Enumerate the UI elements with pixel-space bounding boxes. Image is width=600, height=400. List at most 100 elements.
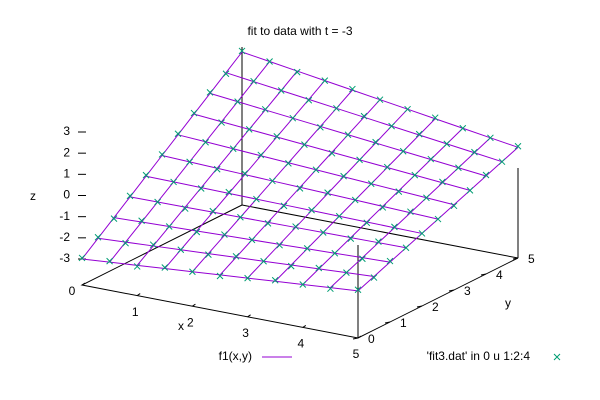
data-point (229, 145, 237, 153)
data-point (312, 166, 320, 174)
data-point (78, 254, 86, 262)
y-tick-label: 2 (432, 300, 439, 314)
data-point (287, 262, 295, 270)
surface-line (81, 51, 243, 260)
data-point (216, 272, 224, 280)
x-tick (247, 314, 251, 318)
data-point (225, 188, 233, 196)
data-point (285, 160, 292, 167)
data-point (244, 274, 251, 282)
chart-title: fit to data with t = -3 (247, 24, 352, 38)
data-point (360, 112, 368, 120)
data-point (319, 229, 327, 236)
z-tick-label: 1 (63, 167, 70, 181)
data-point (427, 155, 435, 163)
data-point (186, 158, 193, 166)
data-point (205, 251, 212, 258)
data-point (434, 215, 442, 223)
data-point (170, 178, 177, 186)
data-point (264, 220, 272, 227)
surface-line (219, 99, 381, 276)
y-tick (512, 257, 519, 260)
z-tick-label: -1 (59, 209, 70, 223)
data-point (237, 213, 244, 221)
data-point (327, 285, 334, 293)
z-tick-label: 2 (63, 145, 70, 159)
x-tick-label: 0 (69, 284, 76, 298)
x-tick-label: 5 (353, 347, 360, 361)
data-point (359, 255, 366, 263)
data-point (158, 151, 166, 158)
data-point (388, 122, 395, 130)
data-point (331, 249, 339, 257)
data-point (423, 194, 430, 202)
surface-line (302, 127, 464, 285)
surface-line (247, 108, 408, 279)
y-tick-label: 3 (464, 284, 471, 298)
x-tick (302, 324, 307, 328)
data-point (280, 202, 288, 210)
data-point (190, 109, 198, 117)
x-tick (136, 293, 141, 297)
data-point (347, 235, 355, 243)
data-point (344, 131, 352, 139)
data-point (234, 98, 241, 106)
data-point (498, 158, 506, 166)
data-point (418, 230, 426, 237)
data-point (354, 286, 362, 294)
data-point (277, 87, 285, 94)
data-point (343, 269, 350, 277)
legend-label: 'fit3.dat' in 0 u 1:2:4 (427, 349, 531, 363)
data-point (379, 204, 387, 211)
data-point (370, 274, 378, 281)
data-point (154, 198, 161, 206)
data-point (443, 140, 451, 148)
data-point (269, 177, 276, 185)
data-point (122, 239, 129, 247)
z-axis-label: z (30, 189, 36, 203)
y-tick-label: 4 (496, 268, 503, 282)
data-point (292, 223, 299, 230)
data-point (439, 178, 446, 186)
z-tick-label: -3 (59, 251, 70, 265)
data-point (238, 47, 246, 55)
data-point (221, 231, 228, 238)
y-tick (384, 321, 391, 324)
surface-line (81, 258, 359, 292)
data-point (209, 207, 217, 215)
back-edge (241, 204, 519, 259)
data-point (351, 196, 359, 204)
data-point (253, 195, 260, 203)
data-point (321, 77, 329, 84)
data-point (189, 268, 196, 276)
data-point (94, 233, 102, 241)
data-point (372, 138, 379, 146)
x-tick-label: 2 (187, 315, 194, 329)
data-point (273, 132, 281, 140)
data-point (260, 257, 267, 265)
data-point (261, 105, 269, 113)
y-tick (416, 305, 423, 308)
x-tick (81, 282, 86, 286)
y-tick (352, 337, 359, 340)
data-point (466, 187, 474, 194)
y-tick (480, 273, 487, 276)
data-point (386, 257, 394, 265)
data-point (241, 170, 249, 177)
data-point (459, 124, 467, 132)
data-point (197, 185, 205, 192)
x-tick-label: 3 (242, 326, 249, 340)
data-point (161, 264, 169, 271)
data-point (213, 165, 221, 173)
data-point (133, 263, 141, 270)
data-point (106, 257, 113, 265)
data-point (138, 217, 145, 225)
data-point (340, 172, 347, 180)
data-point (177, 246, 185, 254)
data-point (367, 180, 375, 188)
data-point (174, 130, 182, 138)
data-point (266, 58, 273, 65)
legend-label: f1(x,y) (219, 349, 252, 363)
data-point (165, 223, 173, 230)
data-point (276, 241, 283, 249)
